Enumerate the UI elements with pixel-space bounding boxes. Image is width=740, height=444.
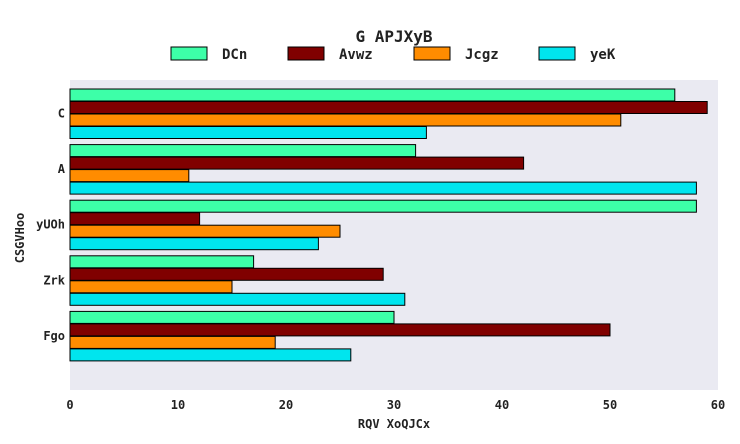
legend-swatch-DCn	[170, 46, 208, 61]
y-tick-label: C	[58, 107, 65, 121]
x-tick-label: 60	[711, 398, 725, 412]
legend-label-yeK: yeK	[590, 47, 616, 63]
chart-title: G APJXyB	[355, 27, 432, 46]
bar-A-DCn	[69, 144, 417, 158]
bar-yUOh-DCn	[69, 199, 697, 213]
y-tick-label: A	[58, 162, 66, 176]
y-tick-label: Zrk	[43, 273, 65, 287]
bar-Fgo-DCn	[69, 310, 395, 324]
x-axis-ticks: 0 10 20 30 40 50 60	[66, 398, 725, 412]
legend-label-Avwz: Avwz	[339, 47, 373, 63]
x-tick-label: 0	[66, 398, 73, 412]
bar-yUOh-Jcgz	[69, 224, 341, 238]
bar-yUOh-yeK	[69, 237, 319, 251]
legend: DCn Avwz Jcgz yeK	[170, 46, 616, 63]
y-tick-label: Fgo	[43, 329, 65, 343]
legend-swatch-Avwz	[287, 46, 325, 61]
bar-A-Avwz	[69, 156, 525, 170]
bar-Fgo-Avwz	[69, 323, 611, 337]
bar-yUOh-Avwz	[69, 212, 201, 226]
bar-Zrk-Avwz	[69, 267, 384, 281]
legend-swatch-Jcgz	[413, 46, 451, 61]
x-tick-label: 20	[279, 398, 293, 412]
bar-C-yeK	[69, 126, 427, 139]
bar-A-yeK	[69, 181, 697, 195]
bar-A-Jcgz	[69, 169, 190, 183]
bar-Zrk-Jcgz	[69, 280, 233, 294]
bar-C-Avwz	[69, 101, 708, 114]
bar-Fgo-Jcgz	[69, 335, 276, 349]
bar-Zrk-yeK	[69, 292, 406, 306]
x-axis-label: RQV XoQJCx	[358, 417, 430, 431]
bar-Fgo-yeK	[69, 348, 352, 362]
legend-swatch-yeK	[538, 46, 576, 61]
x-tick-label: 10	[171, 398, 185, 412]
x-tick-label: 40	[495, 398, 509, 412]
y-axis-label: CSGVHoo	[13, 213, 27, 264]
bar-Zrk-DCn	[69, 255, 255, 269]
bar-C-DCn	[69, 88, 676, 102]
bars-layer	[69, 88, 708, 362]
legend-label-Jcgz: Jcgz	[465, 47, 499, 63]
legend-label-DCn: DCn	[222, 47, 247, 63]
y-tick-label: yUOh	[36, 218, 65, 232]
x-tick-label: 30	[387, 398, 401, 412]
bar-C-Jcgz	[69, 113, 622, 127]
x-tick-label: 50	[603, 398, 617, 412]
